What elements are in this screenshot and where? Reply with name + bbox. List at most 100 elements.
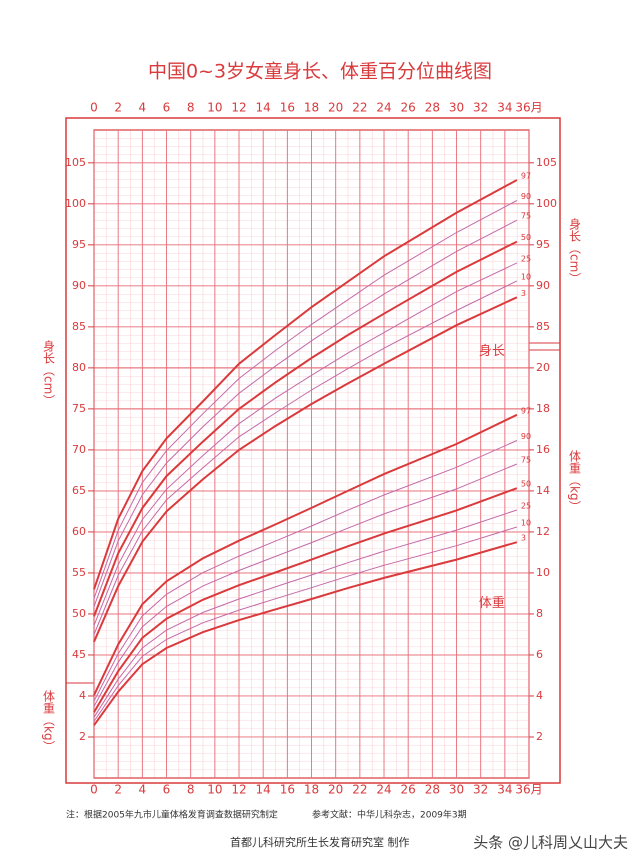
y-axis-label: 身长（cm） [42,339,56,407]
y-tick-label: 80 [72,361,86,374]
percentile-line [93,219,518,607]
series-label: 25 [521,501,531,510]
x-tick-label: 22 [352,101,367,115]
y-tick-label: 55 [72,566,86,579]
percentile-line [93,526,518,722]
x-tick-label: 2 [114,783,122,797]
percentile-line [93,509,518,718]
annotation: 身长 [479,343,505,359]
y-axis-label: 身长（cm） [568,217,582,285]
x-tick-label: 14 [256,101,271,115]
y-tick-label: 14 [536,484,550,497]
x-tick-label: 28 [425,783,440,797]
y-tick-label: 20 [536,361,550,374]
x-tick-label: 18 [304,101,319,115]
y-tick-label: 12 [536,525,550,538]
y2-axis-label: 体重（kg） [568,450,582,513]
x-tick-label: 4 [139,783,147,797]
y-tick-label: 105 [536,156,557,169]
y-tick-label: 100 [65,197,86,210]
y-tick-label: 60 [72,525,86,538]
y-tick-label: 18 [536,402,550,415]
percentile-line [93,262,518,626]
percentile-line [93,280,518,635]
y-tick-label: 2 [536,730,543,743]
footnote: 注：根据2005年九市儿童体格发育调查数据研究制定 [66,809,278,821]
y-tick-label: 50 [72,607,86,620]
annotation: 体重 [479,595,505,611]
x-tick-label: 4 [139,101,147,115]
y2-axis-label: 体重（kg） [42,690,56,753]
y-tick-label: 6 [536,648,543,661]
percentile-line [93,487,518,713]
y-tick-label: 105 [65,156,86,169]
x-tick-label: 26 [401,101,416,115]
x-tick-label: 16 [280,783,295,797]
percentile-line [93,440,518,702]
x-tick-label: 8 [187,101,195,115]
x-tick-label: 34 [497,783,512,797]
x-tick-label: 2 [114,101,122,115]
series-label: 25 [521,254,531,263]
watermark: 头条 @儿科周乂山大夫 [473,834,628,852]
x-tick-label: 10 [207,783,222,797]
x-tick-label: 12 [231,783,246,797]
series-label: 10 [521,519,531,528]
x-tick-label: 24 [376,783,391,797]
x-tick-label: 36月 [515,783,542,797]
y-tick-label: 95 [536,238,550,251]
y-tick-label: 4 [536,689,543,702]
x-tick-label: 10 [207,101,222,115]
series-label: 50 [521,233,531,242]
y-tick-label: 100 [536,197,557,210]
percentile-line [93,463,518,707]
x-tick-label: 20 [328,101,343,115]
y-tick-label: 65 [72,484,86,497]
x-tick-label: 6 [163,783,171,797]
series-label: 50 [521,480,531,489]
x-tick-label: 8 [187,783,195,797]
percentile-line [93,179,518,590]
x-tick-label: 0 [90,783,98,797]
x-tick-label: 32 [473,101,488,115]
y-tick-label: 8 [536,607,543,620]
y-tick-label: 85 [72,320,86,333]
series-label: 75 [521,212,531,221]
x-tick-label: 6 [163,101,171,115]
y-tick-label: 2 [79,730,86,743]
x-tick-label: 22 [352,783,367,797]
x-tick-label: 30 [449,783,464,797]
x-tick-label: 0 [90,101,98,115]
reference: 参考文献：中华儿科杂志，2009年3期 [312,809,467,821]
x-tick-label: 18 [304,783,319,797]
x-tick-label: 26 [401,783,416,797]
y-tick-label: 90 [536,279,550,292]
frame [65,117,561,784]
x-tick-label: 16 [280,101,295,115]
maker: 首都儿科研究所生长发育研究室 制作 [230,835,410,849]
x-tick-label: 30 [449,101,464,115]
y-tick-label: 95 [72,238,86,251]
series-label: 75 [521,456,531,465]
percentile-line [93,296,518,643]
y-tick-label: 75 [72,402,86,415]
series-label: 90 [521,192,531,201]
percentile-line [93,240,518,617]
x-tick-label: 34 [497,101,512,115]
y-tick-label: 70 [72,443,86,456]
x-tick-label: 14 [256,783,271,797]
percentile-line [93,200,518,599]
y-tick-label: 10 [536,566,550,579]
y-tick-label: 90 [72,279,86,292]
y-tick-label: 16 [536,443,550,456]
series-label: 3 [521,289,526,298]
x-tick-label: 32 [473,783,488,797]
percentile-line [93,541,518,726]
series-label: 90 [521,432,531,441]
y-tick-label: 45 [72,648,86,661]
series-label: 10 [521,272,531,281]
percentile-line [93,413,518,696]
series-label: 97 [521,406,531,415]
series-label: 3 [521,534,526,543]
